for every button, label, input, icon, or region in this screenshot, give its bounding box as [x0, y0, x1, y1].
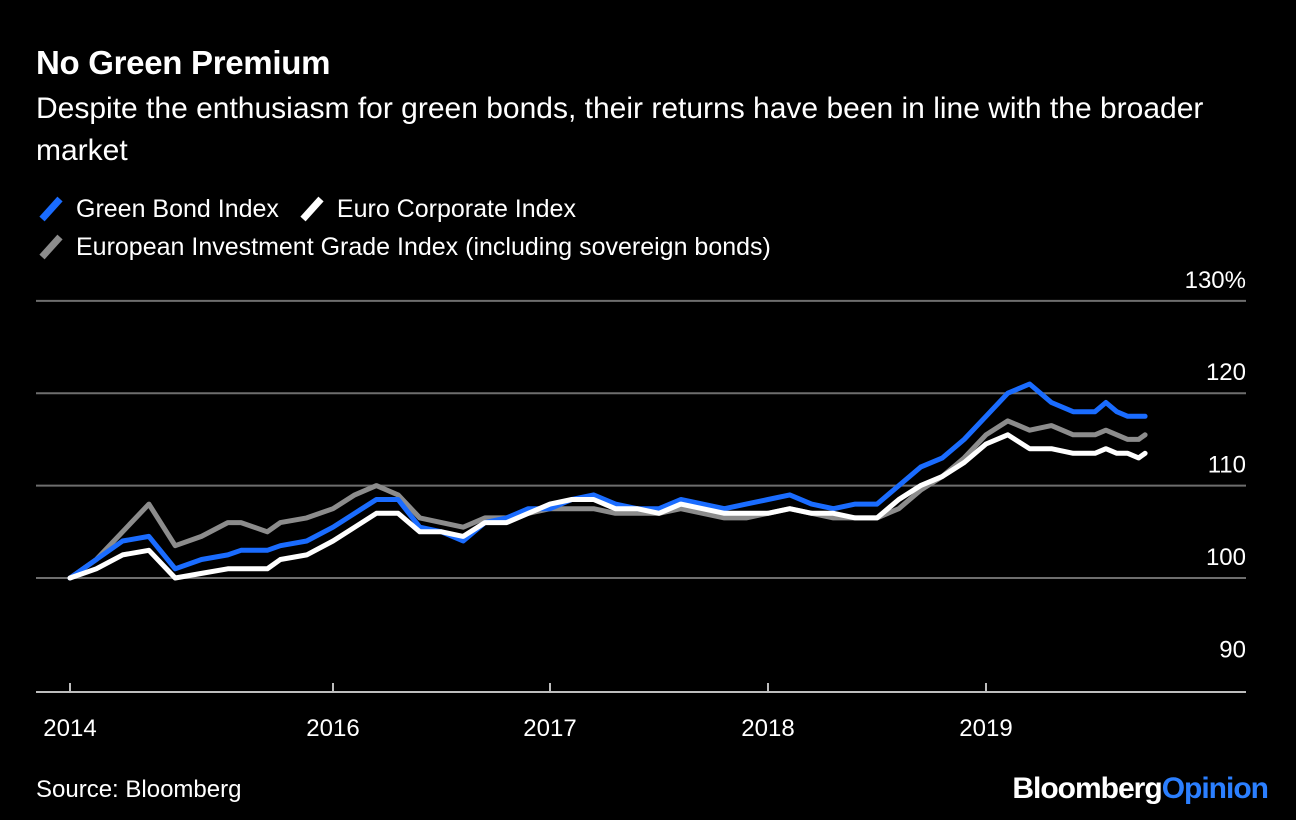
y-tick-label-2: 110	[1208, 452, 1246, 479]
legend-swatch-green-bond-mark	[39, 196, 63, 222]
x-tick-label-0: 2014	[43, 715, 96, 742]
legend-row-1: Green Bond Index Euro Corporate Index	[36, 194, 594, 224]
series-line-1	[67, 432, 1148, 581]
brand-logo: BloombergOpinion	[1012, 772, 1269, 806]
legend-swatch-euro-corporate	[300, 196, 324, 222]
brand-logo-part1: Bloomberg	[1012, 772, 1162, 805]
series-line-0	[67, 381, 1148, 581]
legend-item-euro-corporate: Euro Corporate Index	[297, 194, 576, 224]
legend-item-european-ig: European Investment Grade Index (includi…	[36, 232, 771, 262]
y-tick-label-3: 100	[1206, 544, 1246, 571]
legend-swatch-euro-corporate-mark	[300, 196, 324, 222]
x-tick-label-4: 2019	[959, 715, 1012, 742]
legend-swatch-european-ig	[39, 234, 63, 260]
y-tick-label-1: 120	[1206, 359, 1246, 386]
legend-label-euro-corporate: Euro Corporate Index	[336, 194, 576, 223]
legend-swatch-european-ig-mark	[39, 234, 63, 260]
x-tick-label-1: 2016	[306, 715, 359, 742]
y-tick-label-0: 130%	[1185, 267, 1246, 294]
chart-title: No Green Premium	[36, 44, 331, 81]
legend-row-2: European Investment Grade Index (includi…	[36, 232, 789, 262]
x-tick-label-3: 2018	[741, 715, 794, 742]
legend-swatch-green-bond	[39, 196, 63, 222]
chart-subtitle: Despite the enthusiasm for green bonds, …	[36, 92, 1204, 167]
y-tick-label-4: 90	[1219, 636, 1246, 663]
legend-label-european-ig: European Investment Grade Index (includi…	[76, 232, 771, 261]
legend-label-green-bond: Green Bond Index	[76, 194, 279, 223]
brand-logo-part2: Opinion	[1161, 772, 1269, 805]
source-note: Source: Bloomberg	[36, 776, 242, 803]
legend-item-green-bond: Green Bond Index	[36, 194, 279, 224]
x-tick-label-2: 2017	[523, 715, 576, 742]
line-chart: 130% 120 110 100 90 2014 2016 2017 2018 2019	[36, 267, 1246, 742]
